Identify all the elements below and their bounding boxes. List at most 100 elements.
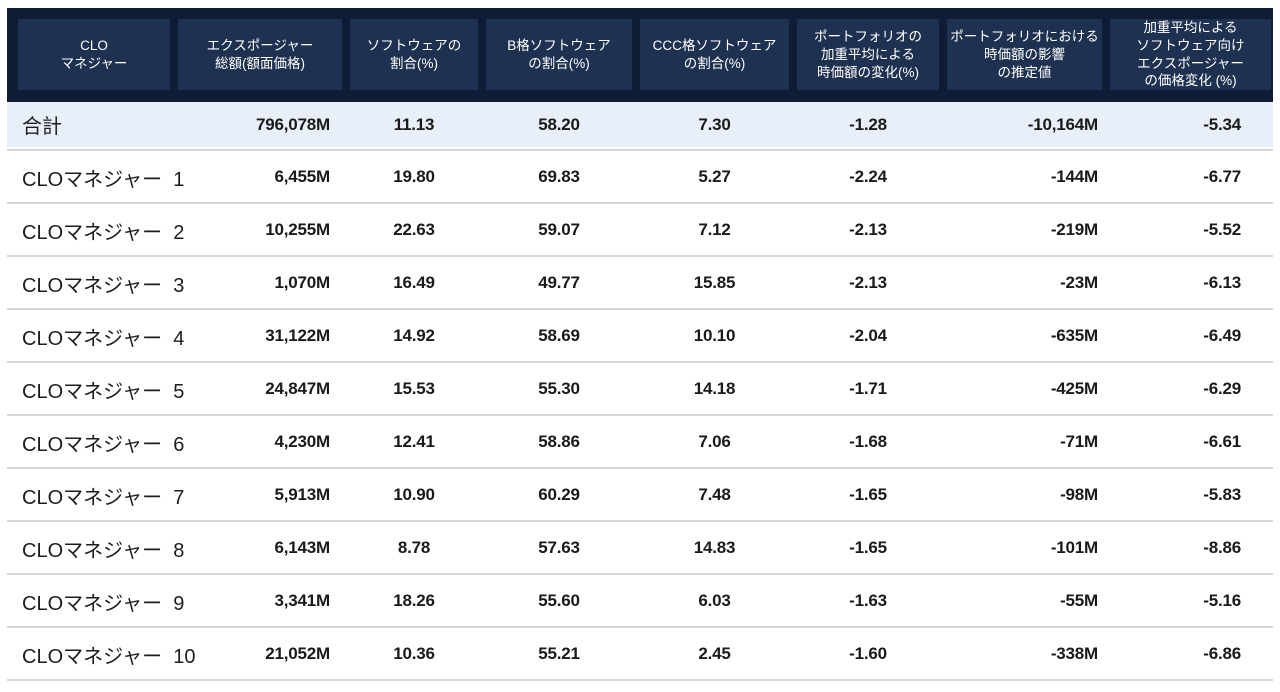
value-cell-b-rated-share: 55.30 [538, 379, 580, 399]
row-label-cell: CLOマネジャー 6 [22, 433, 185, 456]
value-cell-wavg-price-change: -5.16 [1203, 591, 1241, 611]
column-header-mv-impact-estimate: ポートフォリオにおける 時価額の影響 の推定値 [947, 19, 1102, 91]
value-cell-software-share: 12.41 [393, 432, 435, 452]
row-divider [7, 412, 1273, 420]
value-cell-total-exposure: 4,230M [274, 432, 330, 452]
column-header-manager: CLO マネジャー [18, 19, 170, 91]
value-cell-ccc-rated-share: 2.45 [698, 644, 731, 664]
value-cell-wavg-price-change: -6.77 [1203, 167, 1241, 187]
value-cell-ccc-rated-share: 7.48 [698, 485, 731, 505]
row-label-cell: 合計 [22, 116, 62, 139]
value-cell-wavg-price-change: -5.52 [1203, 220, 1241, 240]
value-cell-ccc-rated-share: 15.85 [693, 273, 736, 293]
row-label-cell: CLOマネジャー 9 [22, 592, 185, 615]
value-cell-b-rated-share: 55.21 [538, 644, 580, 664]
value-cell-software-share: 18.26 [393, 591, 435, 611]
row-divider [7, 518, 1273, 526]
value-cell-wavg-price-change: -8.86 [1203, 538, 1241, 558]
value-cell-wavg-mv-change: -1.68 [849, 432, 887, 452]
value-cell-total-exposure: 6,143M [274, 538, 330, 558]
manager-row: CLOマネジャー 6 4,230M 12.41 58.86 7.06 -1.68 -71M -… [7, 419, 1273, 466]
row-label-cell: CLOマネジャー 1 [22, 168, 185, 191]
value-cell-ccc-rated-share: 5.27 [698, 167, 731, 187]
value-cell-ccc-rated-share: 7.30 [698, 114, 731, 134]
value-cell-mv-impact-estimate: -338M [1050, 644, 1098, 664]
column-header-wavg-mv-change: ポートフォリオの 加重平均による 時価額の変化(%) [797, 19, 939, 91]
value-cell-software-share: 10.36 [393, 644, 435, 664]
value-cell-b-rated-share: 58.20 [538, 114, 580, 134]
value-cell-total-exposure: 5,913M [274, 485, 330, 505]
value-cell-wavg-price-change: -5.34 [1203, 114, 1241, 134]
value-cell-ccc-rated-share: 7.12 [698, 220, 731, 240]
value-cell-b-rated-share: 49.77 [538, 273, 580, 293]
value-cell-ccc-rated-share: 6.03 [698, 591, 731, 611]
row-label-cell: CLOマネジャー 7 [22, 486, 185, 509]
value-cell-mv-impact-estimate: -55M [1060, 591, 1098, 611]
value-cell-mv-impact-estimate: -425M [1050, 379, 1098, 399]
value-cell-wavg-mv-change: -2.24 [849, 167, 887, 187]
row-divider [7, 624, 1273, 632]
value-cell-wavg-price-change: -6.29 [1203, 379, 1241, 399]
value-cell-software-share: 15.53 [393, 379, 435, 399]
row-divider [7, 571, 1273, 579]
value-cell-wavg-price-change: -5.83 [1203, 485, 1241, 505]
value-cell-wavg-mv-change: -1.65 [849, 538, 887, 558]
column-header-ccc-rated-share: CCC格ソフトウェア の割合(%) [640, 19, 789, 91]
value-cell-ccc-rated-share: 10.10 [693, 326, 736, 346]
value-cell-b-rated-share: 69.83 [538, 167, 580, 187]
manager-row: CLOマネジャー 3 1,070M 16.49 49.77 15.85 -2.13 -23M… [7, 260, 1273, 307]
value-cell-wavg-price-change: -6.13 [1203, 273, 1241, 293]
value-cell-wavg-mv-change: -2.04 [849, 326, 887, 346]
value-cell-mv-impact-estimate: -101M [1050, 538, 1098, 558]
value-cell-b-rated-share: 55.60 [538, 591, 580, 611]
value-cell-b-rated-share: 57.63 [538, 538, 580, 558]
value-cell-software-share: 14.92 [393, 326, 435, 346]
value-cell-b-rated-share: 58.69 [538, 326, 580, 346]
row-divider [7, 147, 1273, 155]
value-cell-total-exposure: 6,455M [274, 167, 330, 187]
value-cell-b-rated-share: 58.86 [538, 432, 580, 452]
row-label-cell: CLOマネジャー 4 [22, 327, 185, 350]
row-divider [7, 359, 1273, 367]
column-header-wavg-price-change: 加重平均による ソフトウェア向け エクスポージャー の価格変化 (%) [1110, 19, 1271, 91]
value-cell-mv-impact-estimate: -635M [1050, 326, 1098, 346]
value-cell-software-share: 16.49 [393, 273, 435, 293]
value-cell-mv-impact-estimate: -98M [1060, 485, 1098, 505]
value-cell-wavg-price-change: -6.49 [1203, 326, 1241, 346]
value-cell-wavg-price-change: -6.61 [1203, 432, 1241, 452]
value-cell-wavg-price-change: -6.86 [1203, 644, 1241, 664]
value-cell-wavg-mv-change: -1.60 [849, 644, 887, 664]
value-cell-wavg-mv-change: -1.63 [849, 591, 887, 611]
value-cell-ccc-rated-share: 14.83 [693, 538, 736, 558]
manager-row: CLOマネジャー 7 5,913M 10.90 60.29 7.48 -1.65 -98M -… [7, 472, 1273, 519]
value-cell-total-exposure: 10,255M [265, 220, 330, 240]
table-body: 合計 796,078M 11.13 58.20 7.30 -1.28 -10,164M -5.… [7, 102, 1273, 685]
value-cell-mv-impact-estimate: -23M [1060, 273, 1098, 293]
value-cell-software-share: 10.90 [393, 485, 435, 505]
row-divider [7, 253, 1273, 261]
value-cell-total-exposure: 31,122M [265, 326, 330, 346]
column-header-total-exposure: エクスポージャー 総額(額面価格) [178, 19, 342, 91]
value-cell-total-exposure: 3,341M [274, 591, 330, 611]
value-cell-mv-impact-estimate: -71M [1060, 432, 1098, 452]
clo-manager-table: CLO マネジャー エクスポージャー 総額(額面価格) ソフトウェアの 割合(%… [7, 8, 1273, 685]
value-cell-mv-impact-estimate: -10,164M [1027, 114, 1098, 134]
row-label-cell: CLOマネジャー 10 [22, 645, 196, 668]
manager-row: CLOマネジャー 10 21,052M 10.36 55.21 2.45 -1.60 -33… [7, 631, 1273, 678]
value-cell-software-share: 8.78 [397, 538, 431, 558]
column-header-software-share: ソフトウェアの 割合(%) [350, 19, 478, 91]
value-cell-software-share: 22.63 [393, 220, 435, 240]
value-cell-software-share: 11.13 [393, 114, 435, 134]
row-label-cell: CLOマネジャー 3 [22, 274, 185, 297]
manager-row: CLOマネジャー 8 6,143M 8.78 57.63 14.83 -1.65 -101M… [7, 525, 1273, 572]
manager-row: CLOマネジャー 9 3,341M 18.26 55.60 6.03 -1.63 -55M -… [7, 578, 1273, 625]
value-cell-total-exposure: 24,847M [265, 379, 330, 399]
value-cell-ccc-rated-share: 7.06 [698, 432, 731, 452]
total-row: 合計 796,078M 11.13 58.20 7.30 -1.28 -10,164M -5.… [7, 102, 1273, 148]
value-cell-wavg-mv-change: -1.71 [849, 379, 887, 399]
value-cell-ccc-rated-share: 14.18 [693, 379, 736, 399]
row-divider [7, 677, 1273, 685]
value-cell-wavg-mv-change: -2.13 [849, 273, 887, 293]
value-cell-b-rated-share: 59.07 [538, 220, 580, 240]
column-header-b-rated-share: B格ソフトウェア の割合(%) [486, 19, 632, 91]
